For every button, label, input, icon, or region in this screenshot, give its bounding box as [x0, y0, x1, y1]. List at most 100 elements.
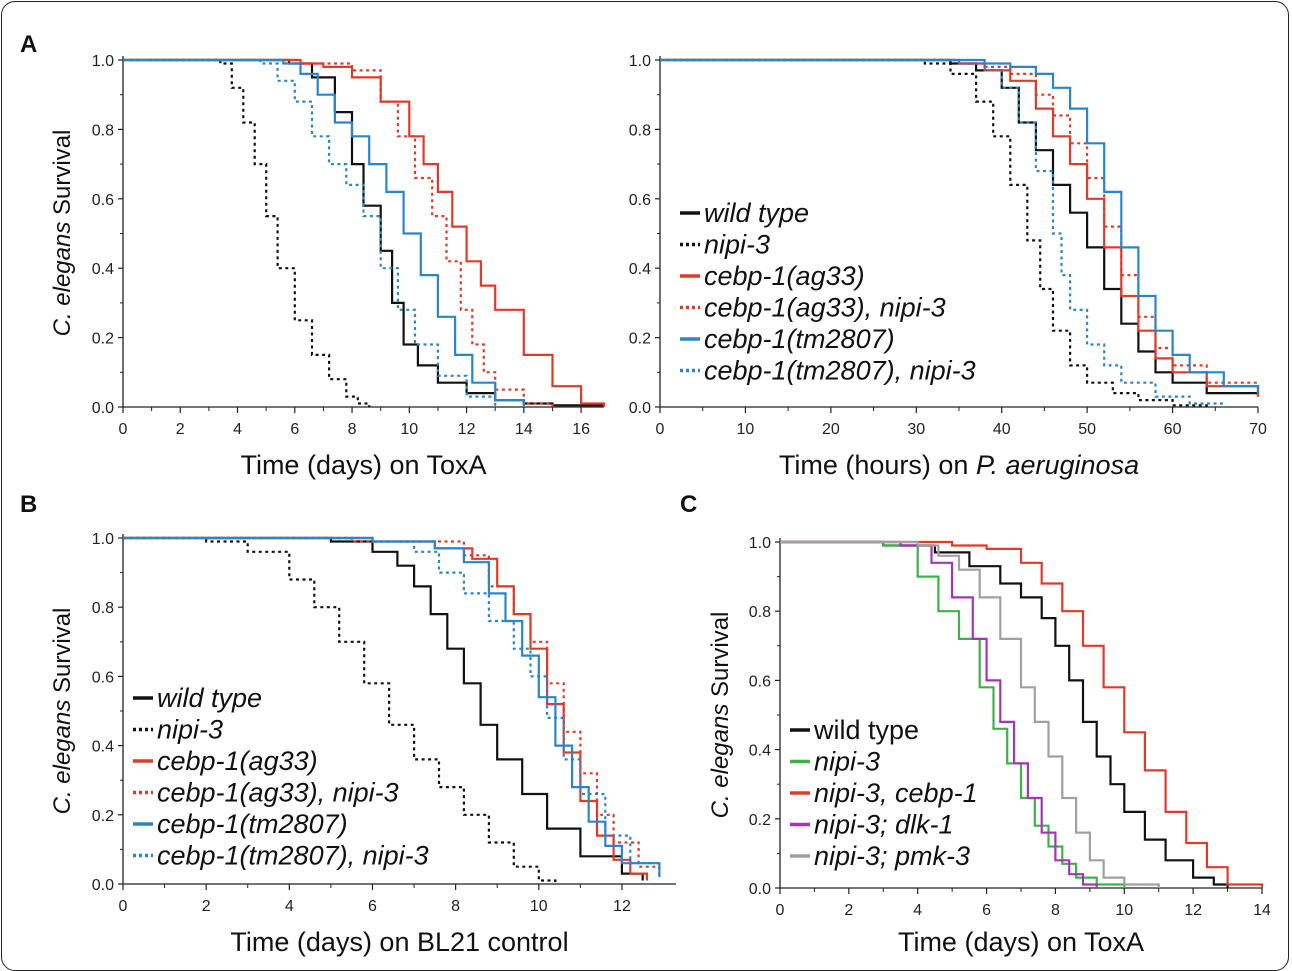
y-tick-label: 1.0 — [629, 53, 651, 70]
series-line-cebp-1-ag33-nipi-3 — [123, 58, 554, 407]
chart-a-right: 0.0 0.2 0.4 0.6 0.8 1.0 0 10 20 30 40 50 60 70 Time (h… — [629, 53, 1267, 480]
series-line-nipi-3 — [660, 58, 1208, 407]
legend-entry: cebp-1(ag33) — [157, 746, 318, 776]
y-tick-label: 0.2 — [629, 331, 651, 348]
x-tick-label: 0 — [776, 902, 785, 919]
x-tick-label: 70 — [1249, 421, 1267, 438]
y-axis-label-species: C. elegans — [707, 704, 734, 819]
series-line-wild-type — [780, 540, 1229, 888]
x-tick-label: 12 — [458, 421, 476, 438]
x-tick-label: 10 — [1115, 902, 1133, 919]
panel-letter-a: A — [20, 31, 37, 58]
legend-entry: cebp-1(tm2807), nipi-3 — [157, 841, 429, 871]
legend-entry: wild type — [704, 198, 809, 228]
y-axis-label-survival: Survival — [707, 612, 734, 704]
y-tick-label: 1.0 — [92, 53, 114, 70]
y-axis-label-species: C. elegans — [49, 700, 76, 815]
x-tick-label: 0 — [119, 898, 128, 915]
y-tick-label: 0.8 — [92, 600, 114, 617]
x-tick-label: 10 — [737, 421, 755, 438]
x-tick-label: 4 — [913, 902, 922, 919]
legend-entry: cebp-1(ag33), nipi-3 — [704, 293, 946, 323]
x-tick-label: 20 — [822, 421, 840, 438]
y-tick-label: 0.4 — [92, 261, 114, 278]
legend-entry: wild type — [813, 715, 919, 745]
x-tick-label: 10 — [530, 898, 548, 915]
y-axis-label-survival: Survival — [49, 608, 76, 700]
y-tick-label: 0.6 — [629, 192, 651, 209]
x-axis-label: Time (days) on ToxA — [240, 450, 486, 480]
x-tick-label: 2 — [176, 421, 185, 438]
x-tick-label: 6 — [982, 902, 991, 919]
x-tick-label: 12 — [1184, 902, 1202, 919]
chart-c: 0.0 0.2 0.4 0.6 0.8 1.0 0 2 4 6 8 10 12 14 Time (days)… — [707, 535, 1271, 957]
x-tick-label: 60 — [1164, 421, 1182, 438]
y-tick-label: 1.0 — [749, 535, 771, 552]
y-tick-label: 0.8 — [749, 604, 771, 621]
series-line-nipi-3-dlk-1 — [780, 540, 1098, 888]
legend-entry: nipi-3; pmk-3 — [814, 841, 970, 871]
x-axis-label-organism: P. aeruginosa — [976, 450, 1139, 480]
y-tick-label: 0.2 — [92, 331, 114, 348]
x-tick-label: 40 — [993, 421, 1011, 438]
series-line-nipi-3-pmk-3 — [780, 540, 1160, 888]
legend-entry: cebp-1(ag33), nipi-3 — [157, 778, 399, 808]
x-tick-label: 12 — [613, 898, 631, 915]
x-tick-label: 10 — [400, 421, 418, 438]
y-tick-label: 0.8 — [629, 122, 651, 139]
y-tick-label: 0.2 — [92, 808, 114, 825]
y-tick-label: 0.8 — [92, 122, 114, 139]
series-line-cebp-1-tm2807-nipi-3 — [123, 58, 497, 407]
x-tick-label: 8 — [348, 421, 357, 438]
series-line-nipi-3 — [123, 58, 371, 407]
x-axis-label: Time (days) on BL21 control — [230, 927, 568, 957]
x-tick-label: 8 — [1051, 902, 1060, 919]
x-axis-label: Time (days) on ToxA — [898, 927, 1144, 957]
legend-entry: nipi-3 — [704, 230, 770, 260]
y-tick-label: 0.0 — [92, 877, 114, 894]
y-tick-label: 1.0 — [92, 531, 114, 548]
x-tick-label: 0 — [119, 421, 128, 438]
series-line-cebp-1-tm2807-nipi-3 — [123, 536, 661, 878]
legend-entry: cebp-1(ag33) — [704, 261, 865, 291]
x-axis-label-prefix: Time (hours) on — [779, 450, 976, 480]
y-tick-label: 0.4 — [629, 261, 651, 278]
legend-entry: nipi-3, cebp-1 — [814, 778, 978, 808]
x-tick-label: 6 — [290, 421, 299, 438]
chart-b: 0.0 0.2 0.4 0.6 0.8 1.0 0 2 4 6 8 10 12 Time (days) o… — [49, 531, 676, 957]
series-line-cebp-1-tm2807 — [660, 58, 1260, 394]
panel-letter-b: B — [20, 491, 37, 518]
y-tick-label: 0.6 — [92, 192, 114, 209]
chart-a-left: 0.0 0.2 0.4 0.6 0.8 1.0 0 2 4 6 8 10 12 14 16 Time (day… — [49, 53, 606, 480]
series-line-cebp-1-tm2807 — [123, 536, 661, 878]
y-tick-label: 0.4 — [749, 743, 771, 760]
series-line-cebp-1-ag33 — [123, 58, 606, 407]
legend-entry: cebp-1(tm2807) — [157, 809, 348, 839]
y-axis-label: C. elegans Survival — [49, 608, 76, 815]
y-axis-label-species: C. elegans — [49, 222, 76, 337]
charts-layer: 0.0 0.2 0.4 0.6 0.8 1.0 0 2 4 6 8 10 12 14 16 Time (day… — [49, 53, 1271, 957]
x-tick-label: 0 — [656, 421, 665, 438]
legend-entry: nipi-3; dlk-1 — [814, 810, 954, 840]
legend-entry: nipi-3 — [157, 715, 223, 745]
x-tick-label: 8 — [451, 898, 460, 915]
legend-entry: nipi-3 — [814, 747, 880, 777]
x-tick-label: 50 — [1078, 421, 1096, 438]
y-axis-label: C. elegans Survival — [49, 130, 76, 337]
legend-entry: wild type — [157, 683, 262, 713]
y-axis-label-survival: Survival — [49, 130, 76, 222]
x-tick-label: 16 — [572, 421, 590, 438]
series-line-cebp-1-tm2807-nipi-3 — [660, 58, 1225, 407]
y-tick-label: 0.6 — [92, 669, 114, 686]
legend-entry: cebp-1(tm2807) — [704, 324, 895, 354]
x-axis-label: Time (hours) on P. aeruginosa — [779, 450, 1139, 480]
x-tick-label: 6 — [368, 898, 377, 915]
y-tick-label: 0.0 — [629, 400, 651, 417]
y-tick-label: 0.4 — [92, 739, 114, 756]
x-tick-label: 14 — [1253, 902, 1271, 919]
x-tick-label: 14 — [515, 421, 533, 438]
x-tick-label: 2 — [844, 902, 853, 919]
legend: wild typenipi-3cebp-1(ag33)cebp-1(ag33),… — [133, 683, 429, 871]
panel-letter-c: C — [680, 491, 697, 518]
